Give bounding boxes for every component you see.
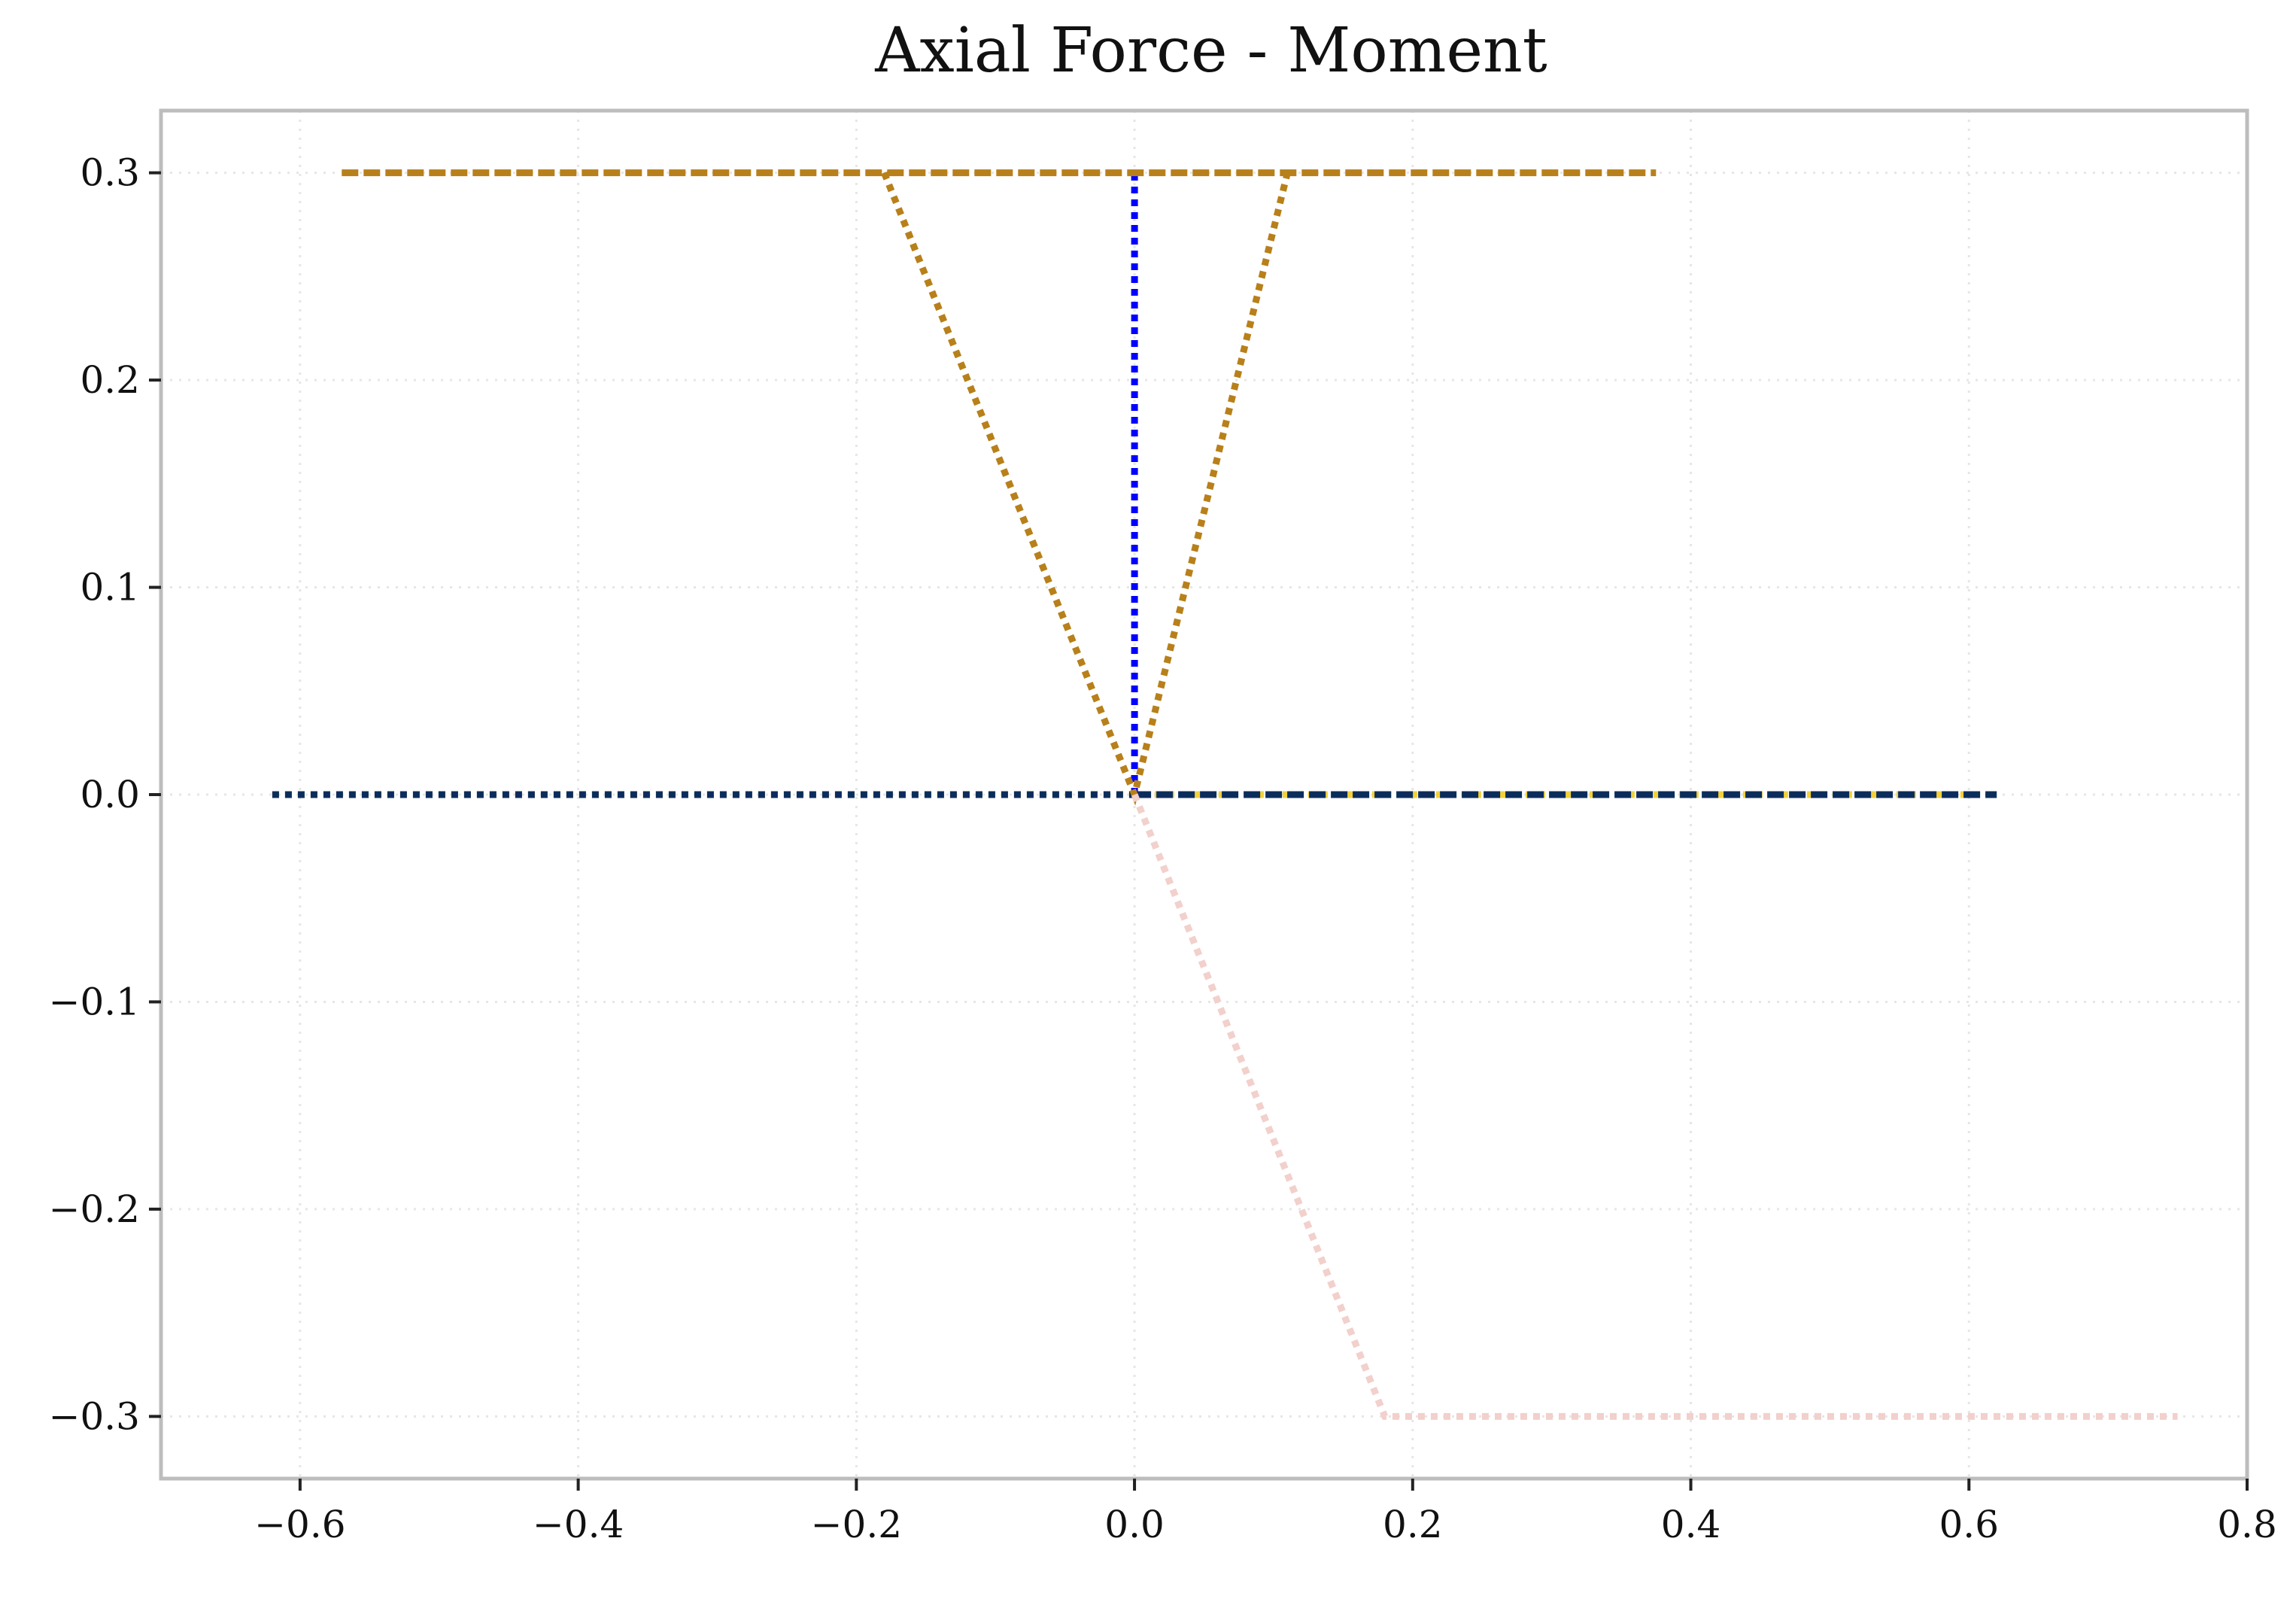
series-line-7	[1131, 793, 2178, 1420]
y-tick-label: 0.1	[80, 566, 140, 610]
x-axis-ticks: −0.6 −0.4 −0.2 0.0 0.2 0.4 0.6 0.8	[254, 1479, 2277, 1546]
x-tick-label: −0.2	[811, 1503, 902, 1546]
chart-title: Axial Force - Moment	[874, 15, 1547, 87]
y-tick-label: −0.2	[49, 1187, 140, 1231]
series-line-6	[881, 171, 1291, 806]
y-tick-label: 0.0	[80, 773, 140, 816]
x-tick-label: 0.0	[1104, 1503, 1165, 1546]
x-tick-label: 0.6	[1939, 1503, 2000, 1546]
x-tick-label: −0.4	[533, 1503, 624, 1546]
x-tick-label: 0.2	[1383, 1503, 1443, 1546]
x-tick-label: 0.8	[2217, 1503, 2277, 1546]
x-tick-label: 0.4	[1661, 1503, 1721, 1546]
y-tick-label: 0.3	[80, 151, 140, 195]
y-axis-ticks: −0.3 −0.2 −0.1 0.0 0.1 0.2 0.3	[49, 151, 161, 1438]
y-tick-label: −0.1	[49, 980, 140, 1023]
y-tick-label: 0.2	[80, 358, 140, 402]
series-group	[272, 169, 2178, 1420]
y-tick-label: −0.3	[49, 1394, 140, 1438]
x-tick-label: −0.6	[254, 1503, 345, 1546]
